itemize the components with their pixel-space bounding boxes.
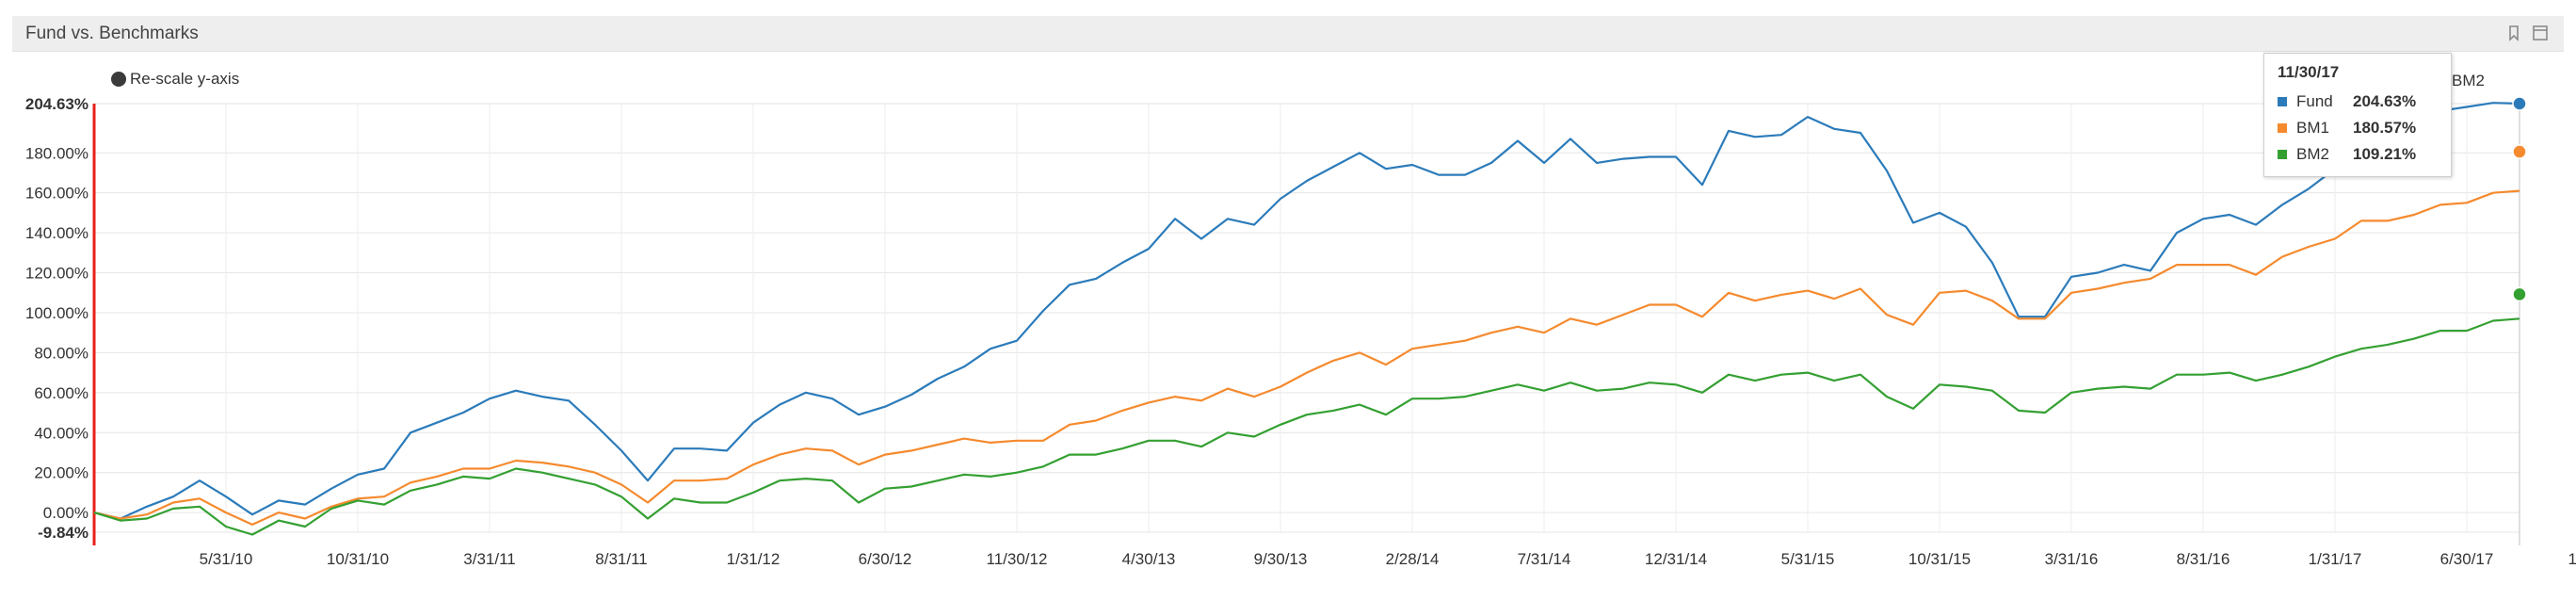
bookmark-icon[interactable] xyxy=(2505,24,2522,41)
x-tick-label: 7/31/14 xyxy=(1518,550,1571,568)
y-tick-label: 160.00% xyxy=(25,185,89,203)
tooltip-series-name: BM2 xyxy=(2296,145,2329,163)
y-tick-label: 0.00% xyxy=(43,504,89,522)
y-tick-label: 100.00% xyxy=(25,304,89,322)
y-tick-label: 140.00% xyxy=(25,224,89,242)
x-tick-label: 12/31/14 xyxy=(1645,550,1707,568)
y-tick-label: 204.63% xyxy=(25,95,89,113)
tooltip-row-bm2: BM2 109.21% xyxy=(2278,144,2416,165)
data-tooltip: 11/30/17 Fund 204.63% BM1 180.57% BM2 10… xyxy=(2263,53,2452,177)
rescale-y-axis-toggle[interactable]: Re-scale y-axis xyxy=(111,70,239,89)
y-tick-label: 60.00% xyxy=(34,384,89,402)
end-point-bm1 xyxy=(2512,144,2527,159)
x-tick-label: 3/31/11 xyxy=(463,550,515,568)
maximize-window-icon[interactable] xyxy=(2532,24,2549,41)
x-tick-label: 4/30/13 xyxy=(1122,550,1176,568)
y-tick-label: 180.00% xyxy=(25,144,89,162)
tooltip-series-value: 180.57% xyxy=(2353,119,2417,137)
x-tick-label: 10/31/10 xyxy=(327,550,389,568)
y-tick-label: -9.84% xyxy=(38,524,89,542)
panel-title: Fund vs. Benchmarks xyxy=(25,24,199,43)
tooltip-row-fund: Fund 204.63% xyxy=(2278,91,2416,112)
x-tick-label: 3/31/16 xyxy=(2045,550,2099,568)
y-tick-label: 120.00% xyxy=(25,265,89,283)
series-line-bm1 xyxy=(93,189,2520,527)
x-tick-label: 8/31/11 xyxy=(595,550,647,568)
x-tick-label: 6/30/12 xyxy=(859,550,912,568)
legend-peek-label: BM2 xyxy=(2452,72,2485,89)
x-tick-label: 11/30/17 xyxy=(2568,550,2576,568)
end-point-bm2 xyxy=(2512,286,2527,302)
tooltip-series-value: 204.63% xyxy=(2353,92,2417,110)
radio-dot-icon xyxy=(111,72,126,87)
y-tick-label: 80.00% xyxy=(34,344,89,362)
x-tick-label: 1/31/12 xyxy=(727,550,781,568)
tooltip-series-name: BM1 xyxy=(2296,119,2329,137)
end-point-fund xyxy=(2512,96,2527,111)
x-tick-label: 2/28/14 xyxy=(1386,550,1440,568)
x-tick-label: 9/30/13 xyxy=(1254,550,1308,568)
rescale-label: Re-scale y-axis xyxy=(130,70,240,88)
bm2-swatch xyxy=(2278,150,2287,159)
bm1-swatch xyxy=(2278,123,2287,133)
x-tick-label: 5/31/10 xyxy=(200,550,253,568)
x-tick-label: 10/31/15 xyxy=(1908,550,1971,568)
fund-swatch xyxy=(2278,97,2287,106)
series-line-fund xyxy=(93,102,2520,520)
x-tick-label: 5/31/15 xyxy=(1781,550,1835,568)
x-tick-label: 8/31/16 xyxy=(2177,550,2230,568)
tooltip-series-value: 109.21% xyxy=(2353,145,2417,163)
tooltip-date: 11/30/17 xyxy=(2278,63,2340,81)
x-tick-label: 1/31/17 xyxy=(2309,550,2362,568)
series-line-bm2 xyxy=(93,317,2520,536)
x-tick-label: 11/30/12 xyxy=(987,550,1048,568)
y-tick-label: 20.00% xyxy=(34,464,89,482)
y-tick-label: 40.00% xyxy=(34,424,89,442)
tooltip-row-bm1: BM1 180.57% xyxy=(2278,118,2416,138)
tooltip-series-name: Fund xyxy=(2296,92,2333,110)
x-tick-label: 6/30/17 xyxy=(2440,550,2494,568)
panel-header: Fund vs. Benchmarks xyxy=(12,16,2564,52)
